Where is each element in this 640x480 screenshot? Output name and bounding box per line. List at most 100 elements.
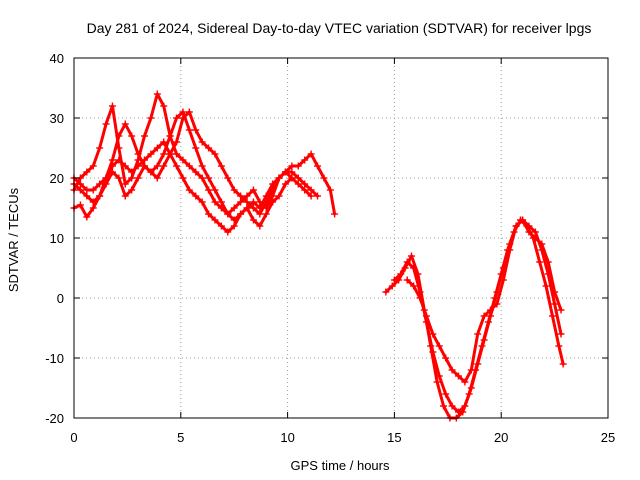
- data-point: [531, 234, 539, 242]
- series-line: [72, 92, 313, 216]
- data-point: [192, 168, 200, 176]
- data-point: [487, 312, 495, 320]
- data-point: [454, 408, 462, 416]
- data-point: [179, 156, 187, 164]
- data-point: [108, 162, 116, 170]
- x-tick-label: 20: [494, 430, 508, 445]
- series-trace-5: [382, 216, 567, 422]
- data-point: [147, 114, 155, 122]
- data-point: [307, 150, 315, 158]
- data-point: [89, 186, 97, 194]
- data-point: [442, 354, 450, 362]
- data-point: [160, 162, 168, 170]
- data-point: [480, 336, 488, 344]
- data-point: [173, 150, 181, 158]
- data-point: [275, 174, 283, 182]
- data-point: [160, 138, 168, 146]
- series-trace-7: [403, 216, 565, 386]
- data-point: [525, 228, 533, 236]
- data-point: [281, 168, 289, 176]
- data-point: [211, 198, 219, 206]
- series-trace-3: [70, 108, 322, 218]
- data-point: [390, 276, 398, 284]
- data-point: [474, 360, 482, 368]
- data-point: [538, 240, 546, 248]
- data-point: [230, 204, 238, 212]
- data-point: [403, 258, 411, 266]
- data-point: [179, 174, 187, 182]
- data-point: [388, 282, 396, 290]
- data-point: [83, 192, 91, 200]
- data-point: [288, 174, 296, 182]
- data-point: [467, 366, 475, 374]
- data-point: [96, 192, 104, 200]
- data-point: [294, 174, 302, 182]
- data-point: [256, 198, 264, 206]
- series-layer: [70, 90, 567, 422]
- data-point: [256, 222, 264, 230]
- data-point: [83, 168, 91, 176]
- data-point: [76, 201, 84, 209]
- data-point: [211, 150, 219, 158]
- data-point: [102, 174, 110, 182]
- data-point: [429, 348, 437, 356]
- data-point: [237, 192, 245, 200]
- y-tick-label: -10: [45, 351, 64, 366]
- data-point: [410, 282, 418, 290]
- data-point: [108, 156, 116, 164]
- data-point: [173, 138, 181, 146]
- data-point: [519, 216, 527, 224]
- data-point: [237, 210, 245, 218]
- data-point: [76, 186, 84, 194]
- data-point: [294, 180, 302, 188]
- data-point: [249, 216, 257, 224]
- data-point: [128, 168, 136, 176]
- data-point: [134, 162, 142, 170]
- data-point: [166, 150, 174, 158]
- data-point: [440, 402, 448, 410]
- data-point: [301, 186, 309, 194]
- data-point: [173, 114, 181, 122]
- data-point: [121, 162, 129, 170]
- data-point: [320, 174, 328, 182]
- data-point: [544, 258, 552, 266]
- data-point: [536, 258, 544, 266]
- data-point: [217, 162, 225, 170]
- data-point: [243, 204, 251, 212]
- x-tick-label: 15: [387, 430, 401, 445]
- data-point: [461, 402, 469, 410]
- data-point: [531, 228, 539, 236]
- data-point: [153, 90, 161, 98]
- y-axis: -20 -10 0 10 20 30 40: [45, 51, 608, 426]
- y-tick-label: 10: [50, 231, 64, 246]
- data-point: [506, 246, 514, 254]
- data-point: [211, 216, 219, 224]
- data-point: [243, 192, 251, 200]
- data-point: [96, 144, 104, 152]
- data-point: [153, 162, 161, 170]
- data-point: [429, 330, 437, 338]
- data-point: [217, 222, 225, 230]
- data-point: [230, 222, 238, 230]
- data-point: [134, 174, 142, 182]
- data-point: [121, 180, 129, 188]
- x-tick-label: 0: [70, 430, 77, 445]
- y-tick-label: 0: [57, 291, 64, 306]
- data-point: [102, 180, 110, 188]
- data-point: [551, 300, 559, 308]
- data-point: [281, 180, 289, 188]
- data-point: [331, 210, 339, 218]
- x-axis-label: GPS time / hours: [291, 458, 390, 473]
- data-point: [249, 186, 257, 194]
- data-point: [205, 210, 213, 218]
- data-point: [121, 120, 129, 128]
- data-point: [480, 312, 488, 320]
- data-point: [192, 126, 200, 134]
- data-point: [173, 162, 181, 170]
- data-point: [217, 204, 225, 212]
- y-tick-label: 20: [50, 171, 64, 186]
- data-point: [115, 156, 123, 164]
- data-point: [382, 288, 390, 296]
- data-point: [128, 174, 136, 182]
